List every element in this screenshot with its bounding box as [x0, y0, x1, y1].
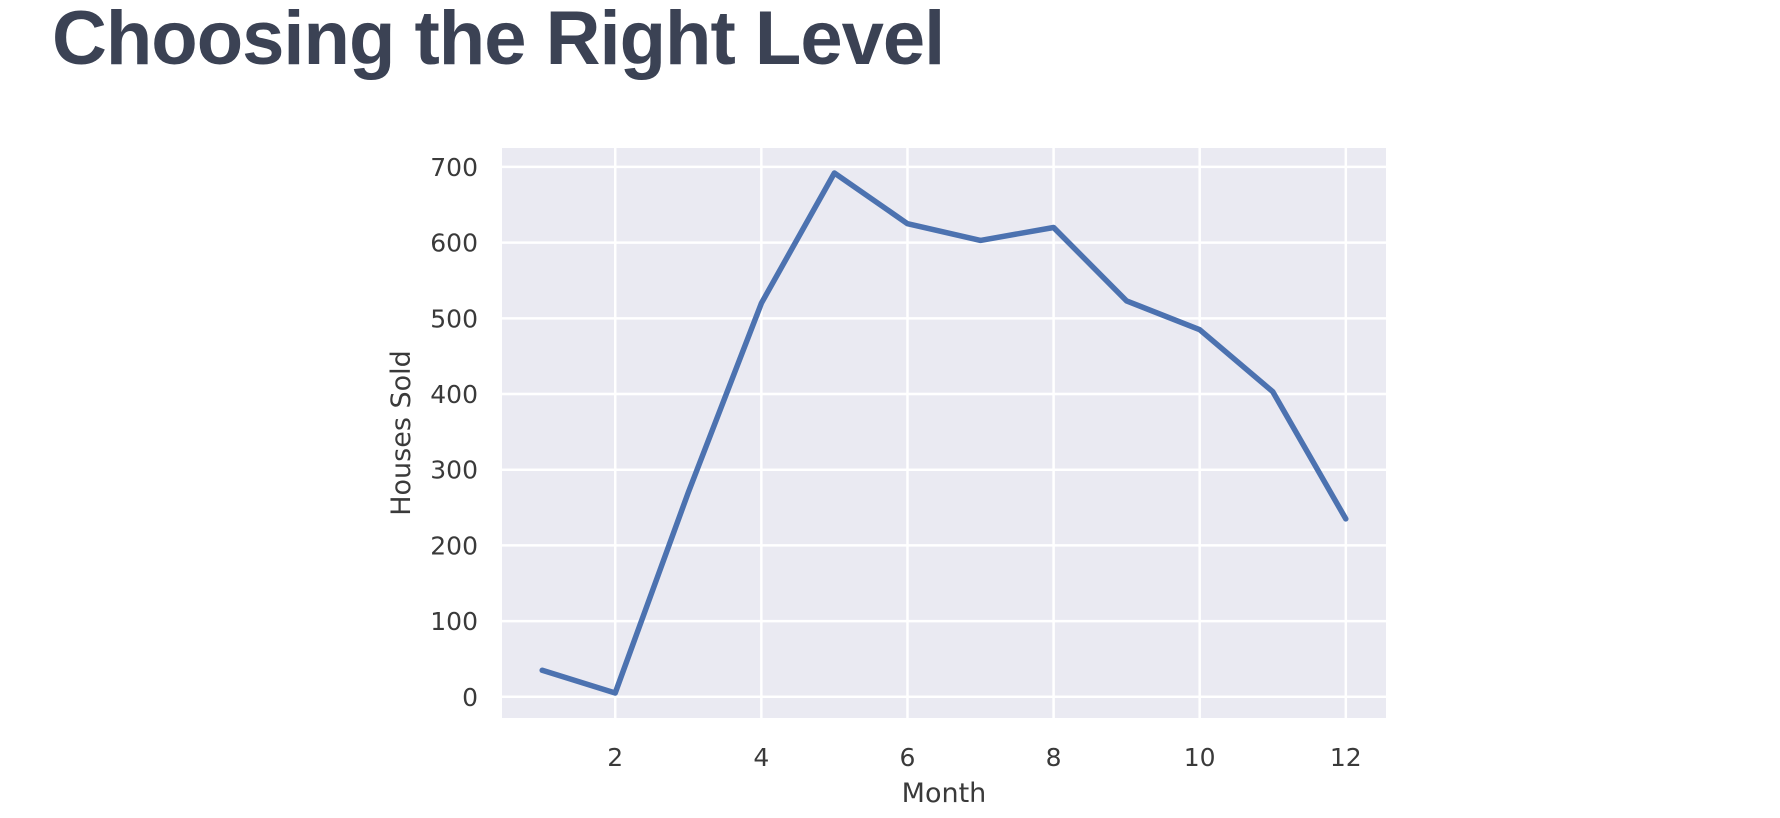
x-axis-label: Month: [902, 778, 987, 809]
x-tick-label: 10: [1184, 743, 1216, 772]
x-tick-label: 6: [900, 743, 916, 772]
y-tick-label: 500: [430, 304, 478, 333]
y-tick-label: 400: [430, 380, 478, 409]
x-tick-label: 12: [1330, 743, 1362, 772]
x-tick-label: 8: [1046, 743, 1062, 772]
y-tick-label: 700: [430, 153, 478, 182]
x-tick-label: 4: [753, 743, 769, 772]
y-tick-label: 300: [430, 456, 478, 485]
y-tick-labels: 0 100 200 300 400 500 600 700: [430, 153, 478, 712]
y-tick-label: 200: [430, 531, 478, 560]
x-tick-labels: 2 4 6 8 10 12: [607, 743, 1361, 772]
x-tick-label: 2: [607, 743, 623, 772]
y-tick-label: 0: [462, 683, 478, 712]
y-axis-label: Houses Sold: [386, 350, 417, 516]
y-tick-label: 600: [430, 229, 478, 258]
y-tick-label: 100: [430, 607, 478, 636]
